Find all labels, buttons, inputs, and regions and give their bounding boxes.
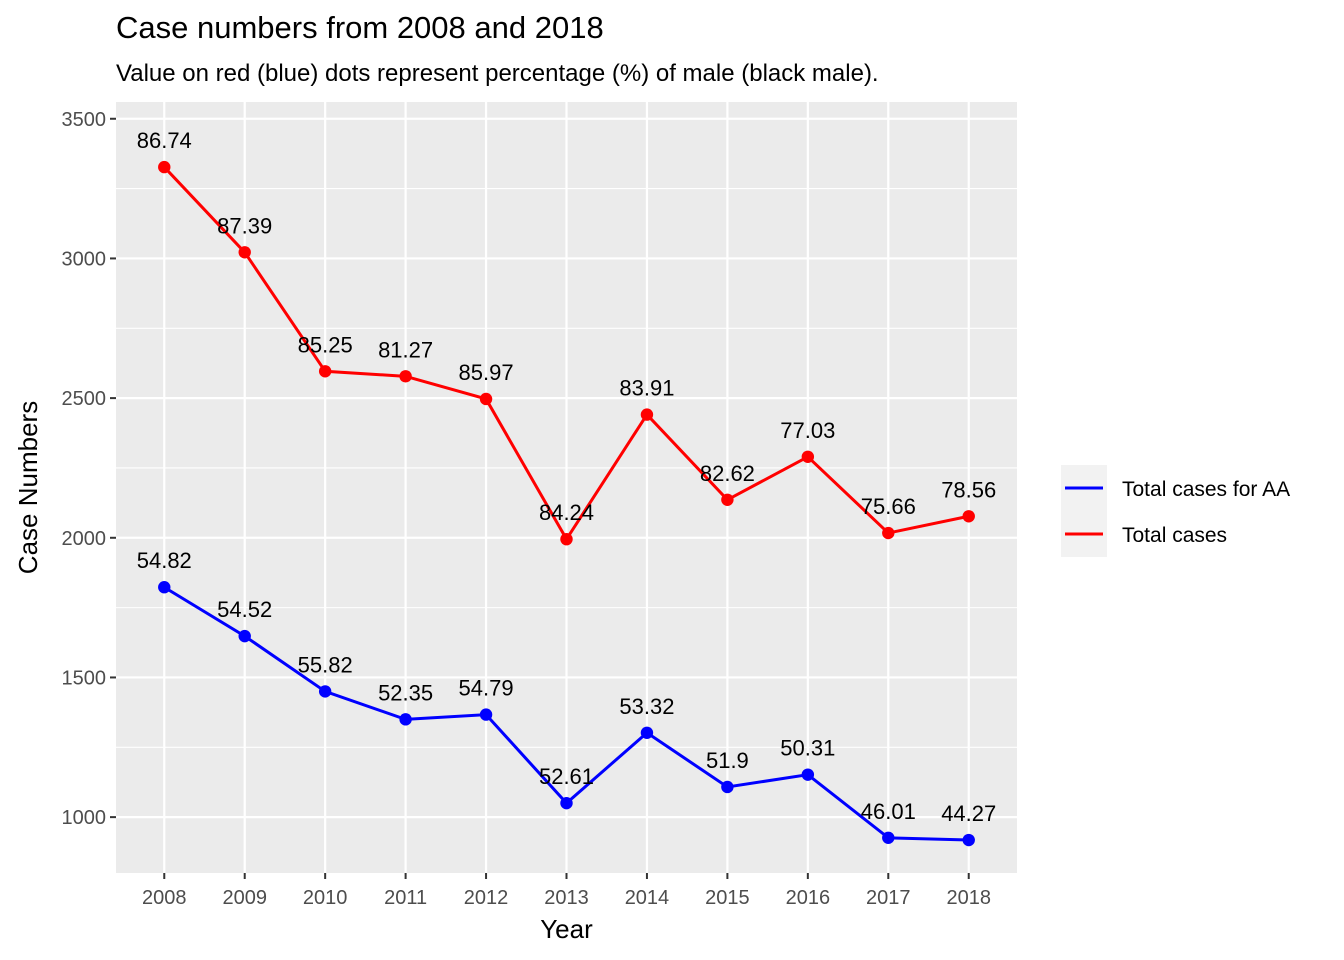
data-point bbox=[318, 685, 332, 698]
y-tick-label: 1000 bbox=[62, 807, 107, 829]
data-label: 75.66 bbox=[861, 494, 916, 519]
data-point bbox=[721, 780, 734, 794]
data-label: 44.27 bbox=[941, 801, 996, 826]
data-label: 50.31 bbox=[780, 736, 835, 761]
data-label: 54.52 bbox=[217, 597, 272, 622]
x-tick-label: 2013 bbox=[544, 887, 589, 909]
data-point bbox=[238, 246, 251, 259]
data-point bbox=[801, 768, 815, 781]
data-label: 77.03 bbox=[780, 418, 835, 443]
data-label: 85.97 bbox=[459, 360, 514, 385]
data-point bbox=[640, 726, 654, 739]
data-point bbox=[882, 526, 895, 540]
data-point bbox=[479, 392, 493, 406]
y-tick-label: 3000 bbox=[62, 248, 107, 270]
x-tick-label: 2009 bbox=[222, 887, 267, 909]
data-point bbox=[882, 831, 895, 845]
x-tick-label: 2015 bbox=[705, 887, 750, 909]
data-point bbox=[399, 370, 412, 383]
data-point bbox=[801, 450, 815, 463]
data-point bbox=[158, 581, 171, 594]
data-point bbox=[479, 708, 493, 721]
data-point bbox=[318, 365, 332, 378]
data-label: 81.27 bbox=[378, 337, 433, 362]
data-label: 83.91 bbox=[619, 376, 674, 401]
series-layer bbox=[158, 160, 975, 847]
data-point bbox=[640, 408, 654, 421]
x-axis-ticks: 2008 2009 2010 2011 2012 2013 2014 2015 2016 2017… bbox=[142, 873, 991, 909]
legend-label: Total cases bbox=[1122, 524, 1227, 547]
data-label: 51.9 bbox=[706, 748, 749, 773]
chart-subtitle: Value on red (blue) dots represent perce… bbox=[116, 60, 879, 87]
legend: Total cases for AA Total cases bbox=[1061, 465, 1290, 557]
data-label: 52.61 bbox=[539, 764, 594, 789]
data-label: 53.32 bbox=[619, 694, 674, 719]
x-tick-label: 2012 bbox=[464, 887, 509, 909]
y-tick-label: 3500 bbox=[62, 109, 107, 131]
x-tick-label: 2014 bbox=[625, 887, 670, 909]
data-point bbox=[158, 160, 171, 174]
legend-label: Total cases for AA bbox=[1122, 478, 1290, 501]
x-tick-label: 2008 bbox=[142, 887, 187, 909]
data-label: 52.35 bbox=[378, 680, 433, 705]
data-label: 54.82 bbox=[137, 548, 192, 573]
data-point bbox=[962, 833, 975, 847]
data-point bbox=[962, 510, 975, 523]
data-point bbox=[721, 493, 734, 506]
y-axis-ticks: 1000 1500 2000 2500 3000 3500 bbox=[62, 109, 116, 829]
data-point bbox=[399, 713, 412, 726]
data-label: 46.01 bbox=[861, 799, 916, 824]
data-labels: 54.82 54.52 55.82 52.35 54.79 52.61 53.32 51.9 5… bbox=[137, 128, 997, 826]
data-point bbox=[560, 532, 573, 546]
x-tick-label: 2011 bbox=[384, 887, 427, 909]
data-label: 54.79 bbox=[459, 676, 514, 701]
data-label: 82.62 bbox=[700, 461, 755, 486]
y-tick-label: 2000 bbox=[62, 528, 107, 550]
x-tick-label: 2016 bbox=[786, 887, 831, 909]
y-tick-label: 1500 bbox=[62, 667, 107, 689]
data-label: 84.24 bbox=[539, 500, 594, 525]
x-tick-label: 2017 bbox=[866, 887, 911, 909]
data-label: 78.56 bbox=[941, 477, 996, 502]
y-tick-label: 2500 bbox=[62, 388, 107, 410]
x-axis-title: Year bbox=[540, 914, 593, 944]
data-label: 55.82 bbox=[298, 652, 353, 677]
chart-title: Case numbers from 2008 and 2018 bbox=[116, 10, 604, 45]
x-tick-label: 2010 bbox=[303, 887, 348, 909]
data-point bbox=[560, 796, 573, 810]
legend-key-background bbox=[1061, 465, 1107, 557]
data-label: 85.25 bbox=[298, 332, 353, 357]
data-point bbox=[238, 629, 251, 643]
data-label: 87.39 bbox=[217, 213, 272, 238]
y-axis-title: Case Numbers bbox=[13, 401, 43, 574]
x-tick-label: 2018 bbox=[946, 887, 991, 909]
data-label: 86.74 bbox=[137, 128, 192, 153]
